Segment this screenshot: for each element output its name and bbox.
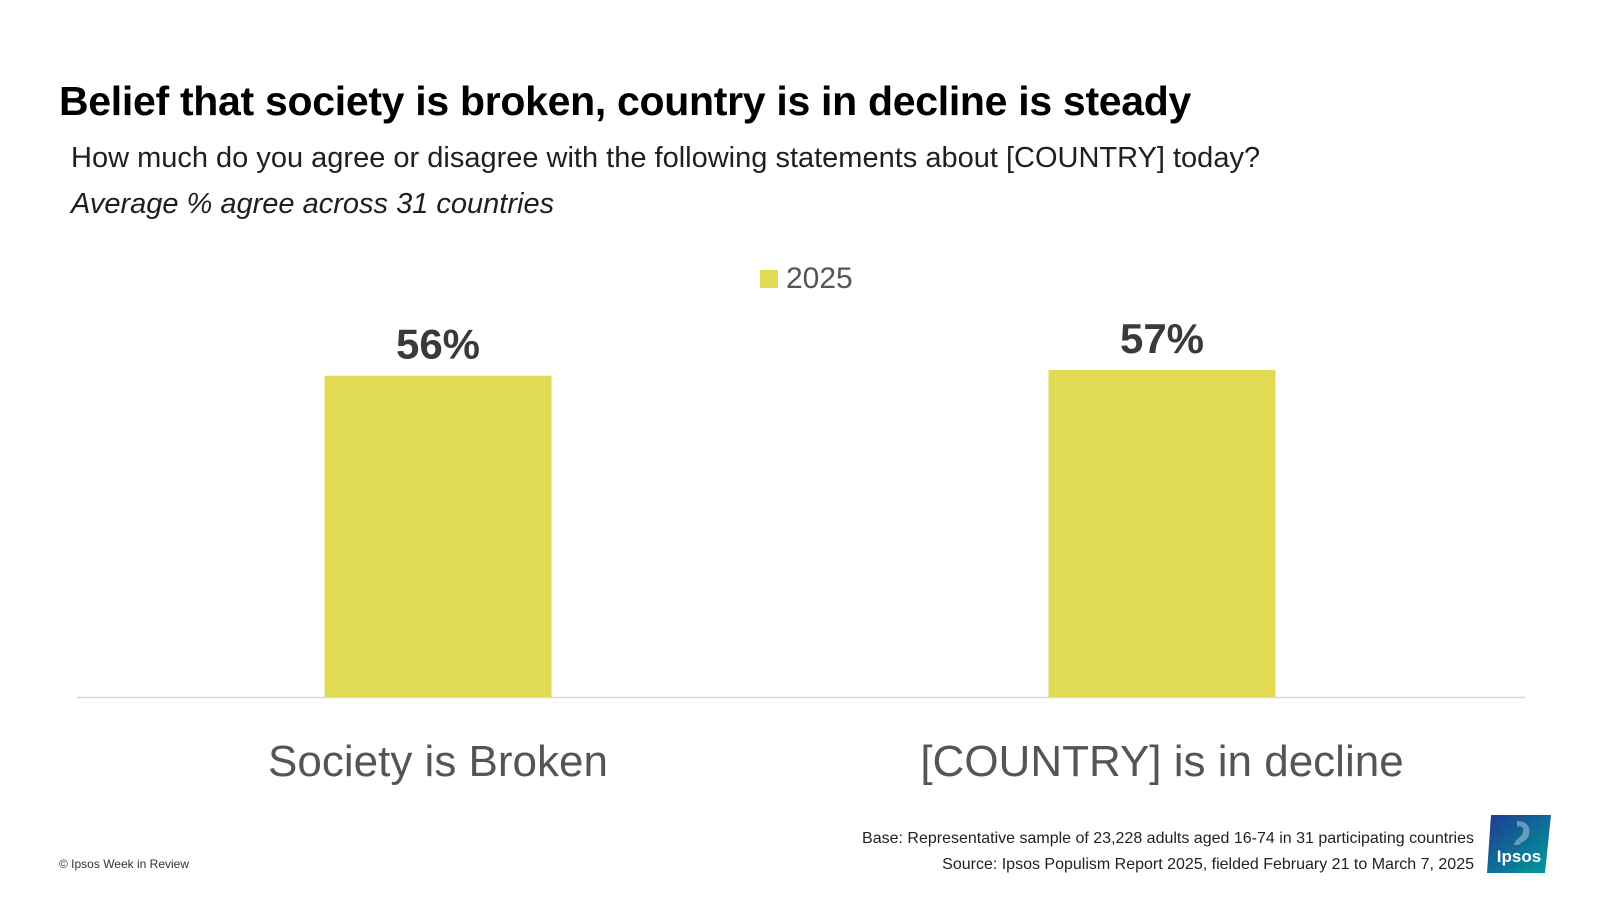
bar-1 [1048,370,1276,697]
chart-subtitle: How much do you agree or disagree with t… [71,142,1261,174]
category-label-0: Society is Broken [268,737,608,786]
chart-title: Belief that society is broken, country i… [59,78,1192,124]
legend-label: 2025 [786,262,853,295]
footer-notes: Base: Representative sample of 23,228 ad… [862,826,1474,878]
ipsos-logo: Ipsos [1487,815,1551,873]
base-note: Base: Representative sample of 23,228 ad… [862,830,1474,847]
bar-0 [324,375,552,697]
value-label-0: 56% [396,321,480,368]
legend-swatch [760,270,778,288]
copyright-text: © Ipsos Week in Review [59,857,190,871]
value-label-1: 57% [1120,315,1204,362]
source-note: Source: Ipsos Populism Report 2025, fiel… [942,856,1474,873]
svg-text:Ipsos: Ipsos [1497,847,1541,866]
category-label-1: [COUNTRY] is in decline [920,737,1403,786]
chart-note: Average % agree across 31 countries [71,188,555,220]
legend: 2025 [760,262,853,296]
